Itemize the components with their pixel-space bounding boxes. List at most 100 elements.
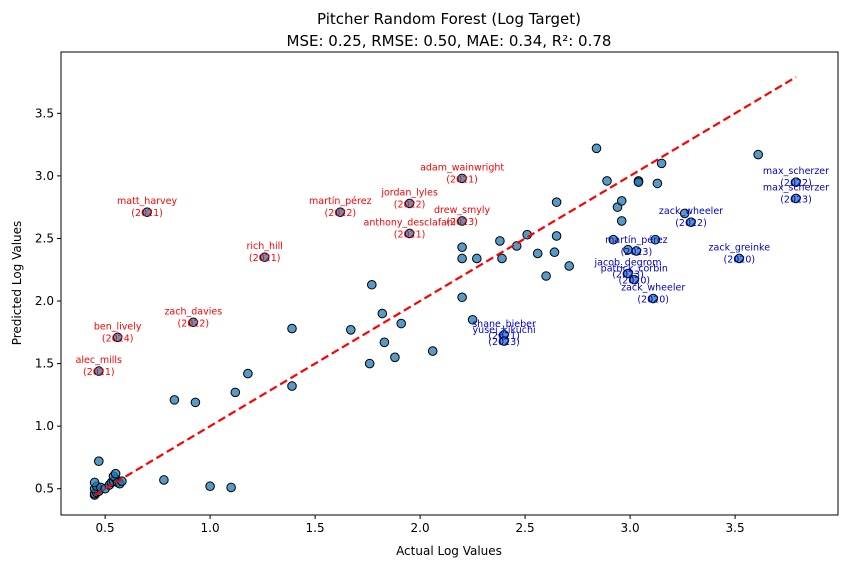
data-point [379,337,390,348]
point-annotation: anthony_desclafani (2021) [364,217,456,240]
data-point [616,216,627,226]
x-tick-label: 0.5 [96,521,115,535]
data-point [94,456,104,466]
reference-line [94,76,797,496]
data-point [457,173,467,184]
data-point [457,242,467,253]
data-point [467,314,478,325]
point-annotation: shane_bieber (2021) [472,319,536,342]
data-point [94,366,104,376]
data-point [346,325,356,335]
data-point [532,248,543,259]
point-annotation: max_scherzer (2022) [763,166,829,189]
data-point [188,317,199,328]
data-point [112,332,123,343]
data-point [686,217,696,227]
point-annotation: jordan_lyles (2022) [380,187,438,210]
point-annotation: zack_wheeler (2022) [659,206,723,229]
y-tick-label: 3.0 [35,169,54,183]
y-tick-label: 1.0 [35,419,54,433]
x-tick-label: 3.5 [726,521,745,535]
chart-title-line1: Pitcher Random Forest (Log Target) [317,10,581,28]
data-point [472,253,482,264]
point-annotation: max_scherzer (2023) [763,182,829,205]
data-point [495,236,505,246]
data-point [367,279,377,290]
data-point [791,193,801,204]
point-annotation: zack_wheeler (2020) [621,283,685,306]
data-point [631,246,642,256]
data-point [230,387,241,398]
data-point [259,252,270,263]
data-point [427,346,438,356]
point-annotation: martín_pérez (2022) [309,196,372,219]
point-annotation: rich_hill (2021) [246,241,282,264]
y-tick-label: 1.5 [35,357,54,371]
data-point [650,234,661,245]
data-point [205,481,215,492]
data-point [110,468,121,479]
data-point [629,274,640,285]
point-annotation: patrick_corbin (2020) [601,264,668,287]
x-axis-label: Actual Log Values [396,544,502,558]
data-point [243,368,253,379]
plot-frame [60,51,839,516]
data-point [591,143,602,154]
point-annotation: alec_mills (2021) [76,355,122,378]
data-point [734,253,745,264]
data-point [169,395,180,405]
data-point [753,149,764,160]
data-point [335,207,346,217]
x-tick-label: 1.5 [306,521,325,535]
point-annotation: martín_pérez (2023) [605,235,668,258]
data-point [679,208,690,219]
y-tick-label: 0.5 [35,482,54,496]
x-tick-label: 2.5 [516,521,535,535]
x-tick-label: 3.0 [621,521,640,535]
data-point [89,477,100,488]
point-annotation: ben_lively (2024) [94,321,142,344]
data-point [549,247,560,258]
data-point [396,318,407,329]
data-point [551,197,562,207]
y-tick-label: 3.5 [35,106,54,120]
point-annotation: drew_smyly (2023) [434,205,491,228]
data-point [652,178,663,189]
data-point [551,231,562,241]
data-point [616,196,627,206]
data-point [287,381,297,391]
data-point [404,198,415,209]
x-tick-label: 2.0 [411,521,430,535]
point-annotation: yusei_kikuchi (2023) [473,325,536,348]
data-point [541,271,551,281]
data-point [623,268,633,279]
data-point [499,336,509,346]
data-point [497,253,507,264]
data-point [364,358,375,369]
y-axis-label: Predicted Log Values [10,221,24,346]
data-point [648,293,659,304]
data-point [226,482,236,493]
chart-title-line2: MSE: 0.25, RMSE: 0.50, MAE: 0.34, R²: 0.… [287,32,612,50]
data-point [656,158,667,169]
point-annotation: zack_greinke (2020) [709,242,771,265]
x-tick-label: 1.0 [201,521,220,535]
point-annotation: adam_wainwright (2021) [420,162,504,185]
data-point [390,352,400,363]
point-annotation: zach_davies (2022) [164,306,222,329]
plot-area: 0.5 1.0 1.5 2.0 2.5 3.0 3.5 0.5 1.0 1.5 2.0 2.5 3.0 3… [35,51,839,535]
data-point [377,308,388,319]
data-point [602,176,612,186]
data-point [608,234,619,245]
data-point [564,261,575,271]
data-point [142,207,152,217]
data-point [457,292,467,303]
data-point [404,228,415,239]
data-point [457,253,467,264]
data-point [457,216,467,226]
point-annotation: jacob_degrom (2023) [594,257,662,280]
point-annotation: matt_harvey (2021) [117,196,177,219]
data-point [633,177,644,187]
data-point [791,177,801,187]
